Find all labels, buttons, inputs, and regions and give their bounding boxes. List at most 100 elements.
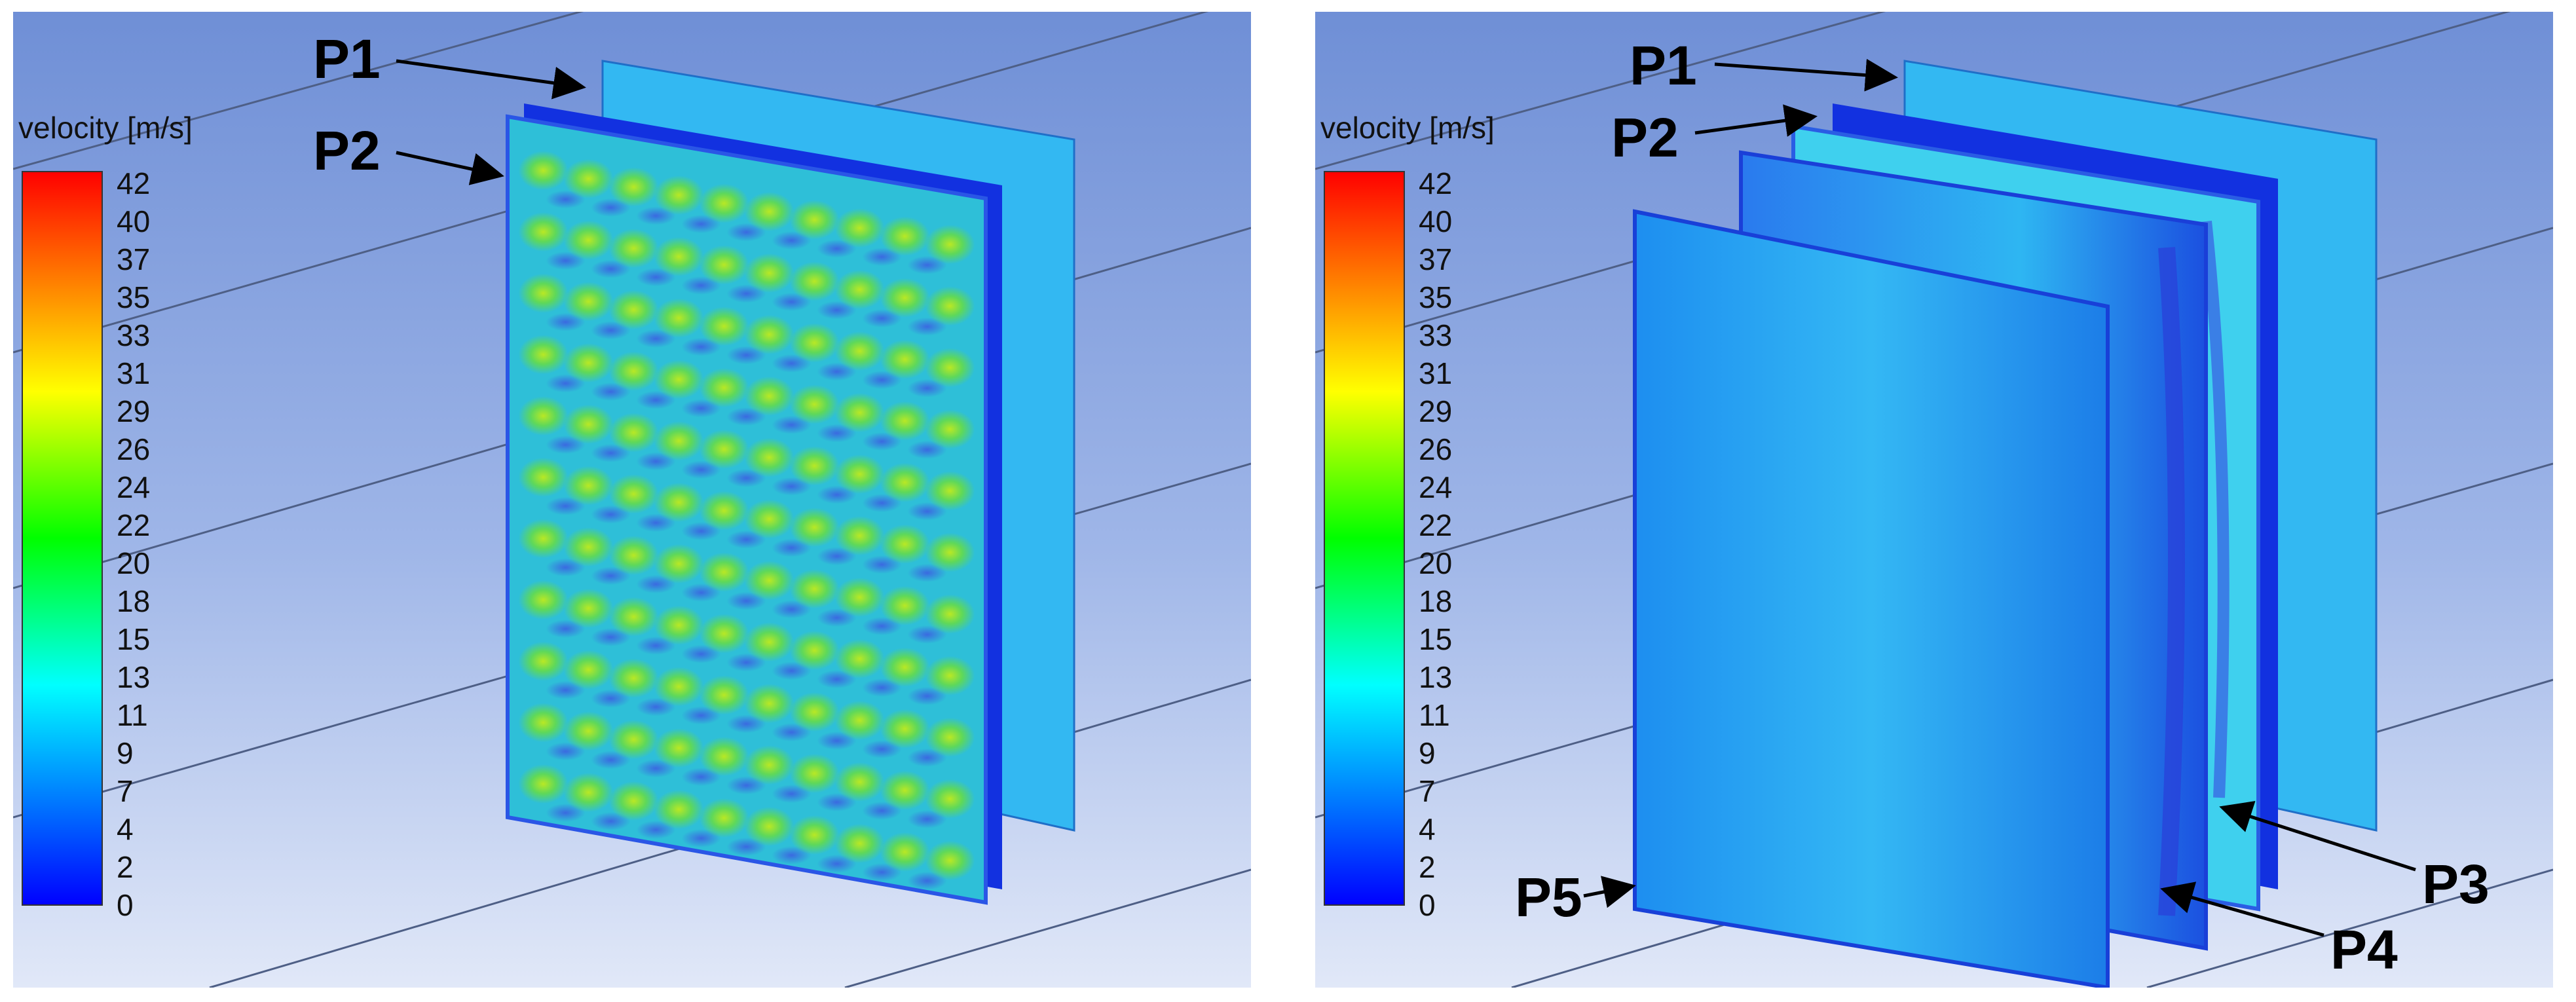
- plane-p2: [506, 114, 988, 905]
- velocity-hotspot: [518, 457, 569, 497]
- velocity-hotspot: [518, 273, 569, 313]
- velocity-hotspot: [518, 764, 569, 804]
- legend-tick-label: 4: [1419, 812, 1436, 846]
- legend-tick-label: 31: [1419, 356, 1453, 390]
- velocity-hotspot: [608, 229, 659, 269]
- velocity-hotspot: [699, 614, 749, 654]
- velocity-hotspot: [834, 700, 885, 740]
- label-p4: P4: [2330, 919, 2398, 980]
- velocity-hotspot: [608, 781, 659, 821]
- plane-p5: [1633, 209, 2110, 988]
- velocity-hotspot: [563, 527, 614, 567]
- legend-tick-label: 37: [117, 242, 151, 276]
- velocity-hotspot: [789, 200, 840, 240]
- legend-tick-label: 7: [117, 774, 134, 808]
- legend-tick-label: 9: [117, 736, 134, 770]
- velocity-hotspot: [654, 483, 704, 523]
- velocity-hotspot: [744, 745, 794, 785]
- velocity-hotspot: [925, 779, 975, 819]
- label-p5: P5: [1515, 866, 1582, 928]
- colorbar: [22, 171, 103, 906]
- velocity-hotspot: [699, 737, 749, 777]
- velocity-hotspot: [563, 650, 614, 690]
- legend-tick-label: 9: [1419, 736, 1436, 770]
- velocity-hotspot: [518, 641, 569, 681]
- legend-tick-label: 0: [117, 888, 134, 922]
- velocity-hotspot: [518, 580, 569, 620]
- velocity-hotspot: [654, 789, 704, 829]
- legend-tick-label: 35: [117, 280, 151, 314]
- legend-tick-label: 20: [1419, 546, 1453, 580]
- velocity-hotspot: [880, 709, 930, 749]
- velocity-hotspot: [789, 508, 840, 547]
- legend-tick-label: 15: [117, 622, 151, 656]
- legend-tick-label: 20: [117, 546, 151, 580]
- velocity-hotspot: [608, 597, 659, 637]
- velocity-hotspot: [518, 703, 569, 743]
- velocity-hotspot: [834, 270, 885, 310]
- velocity-hotspot: [834, 208, 885, 248]
- velocity-hotspot: [654, 728, 704, 768]
- velocity-hotspot: [925, 225, 975, 265]
- velocity-hotspot: [699, 245, 749, 285]
- velocity-hotspot: [654, 176, 704, 215]
- velocity-hotspot: [880, 832, 930, 872]
- velocity-hotspot: [654, 544, 704, 584]
- velocity-hotspot: [563, 220, 614, 260]
- legend-tick-label: 40: [1419, 204, 1453, 238]
- right-scene: [1315, 12, 2553, 988]
- label-p1: P1: [313, 28, 381, 90]
- velocity-hotspot: [834, 823, 885, 863]
- legend-tick-label: 18: [1419, 584, 1453, 618]
- legend-tick-label: 22: [117, 508, 151, 542]
- velocity-hotspot: [744, 684, 794, 724]
- legend-tick-label: 15: [1419, 622, 1453, 656]
- legend-tick-label: 13: [1419, 660, 1453, 694]
- legend-tick-label: 26: [117, 432, 151, 466]
- velocity-hotspot: [744, 376, 794, 416]
- velocity-hotspot: [518, 519, 569, 559]
- velocity-hotspot: [834, 639, 885, 678]
- velocity-hotspot: [699, 552, 749, 592]
- velocity-hotspot: [608, 536, 659, 575]
- velocity-hotspot: [789, 323, 840, 363]
- left-scene: [13, 12, 1251, 988]
- legend-tick-label: 42: [117, 166, 151, 200]
- legend-tick-label: 33: [1419, 318, 1453, 352]
- velocity-hotspot: [563, 588, 614, 628]
- velocity-hotspot: [880, 462, 930, 502]
- velocity-hotspot: [699, 183, 749, 223]
- velocity-hotspot: [789, 261, 840, 301]
- velocity-hotspot: [563, 158, 614, 198]
- label-p2: P2: [313, 120, 381, 181]
- velocity-hotspot: [744, 314, 794, 354]
- velocity-hotspot: [880, 278, 930, 318]
- velocity-hotspot: [518, 335, 569, 375]
- velocity-hotspot: [925, 471, 975, 511]
- velocity-hotspot: [608, 413, 659, 453]
- velocity-hotspot: [789, 384, 840, 424]
- legend-tick-label: 11: [117, 698, 148, 732]
- legend-tick-label: 31: [117, 356, 151, 390]
- velocity-hotspot: [608, 720, 659, 760]
- legend-tick-label: 40: [117, 204, 151, 238]
- velocity-hotspot: [789, 815, 840, 855]
- velocity-hotspot: [518, 151, 569, 191]
- legend-tick-label: 29: [117, 394, 151, 428]
- legend-tick-label: 26: [1419, 432, 1453, 466]
- velocity-hotspot: [608, 167, 659, 207]
- velocity-hotspot: [834, 455, 885, 494]
- legend-tick-label: 13: [117, 660, 151, 694]
- legend-tick-label: 2: [117, 850, 134, 884]
- label-p2: P2: [1611, 107, 1679, 168]
- velocity-hotspot: [925, 840, 975, 880]
- velocity-hotspot: [834, 578, 885, 617]
- velocity-hotspot: [518, 396, 569, 436]
- velocity-hotspot: [789, 446, 840, 486]
- label-p1: P1: [1630, 35, 1697, 96]
- velocity-hotspot: [699, 675, 749, 715]
- velocity-hotspot: [518, 212, 569, 252]
- left-contour-panel: velocity [m/s] 42 40 37 35 33 31 29 26 24 22 20 18 1…: [13, 12, 1251, 988]
- velocity-hotspot: [699, 491, 749, 530]
- right-contour-panel: velocity [m/s] 42 40 37 35 33 31 29 26 24 22 20 18 1…: [1315, 12, 2553, 988]
